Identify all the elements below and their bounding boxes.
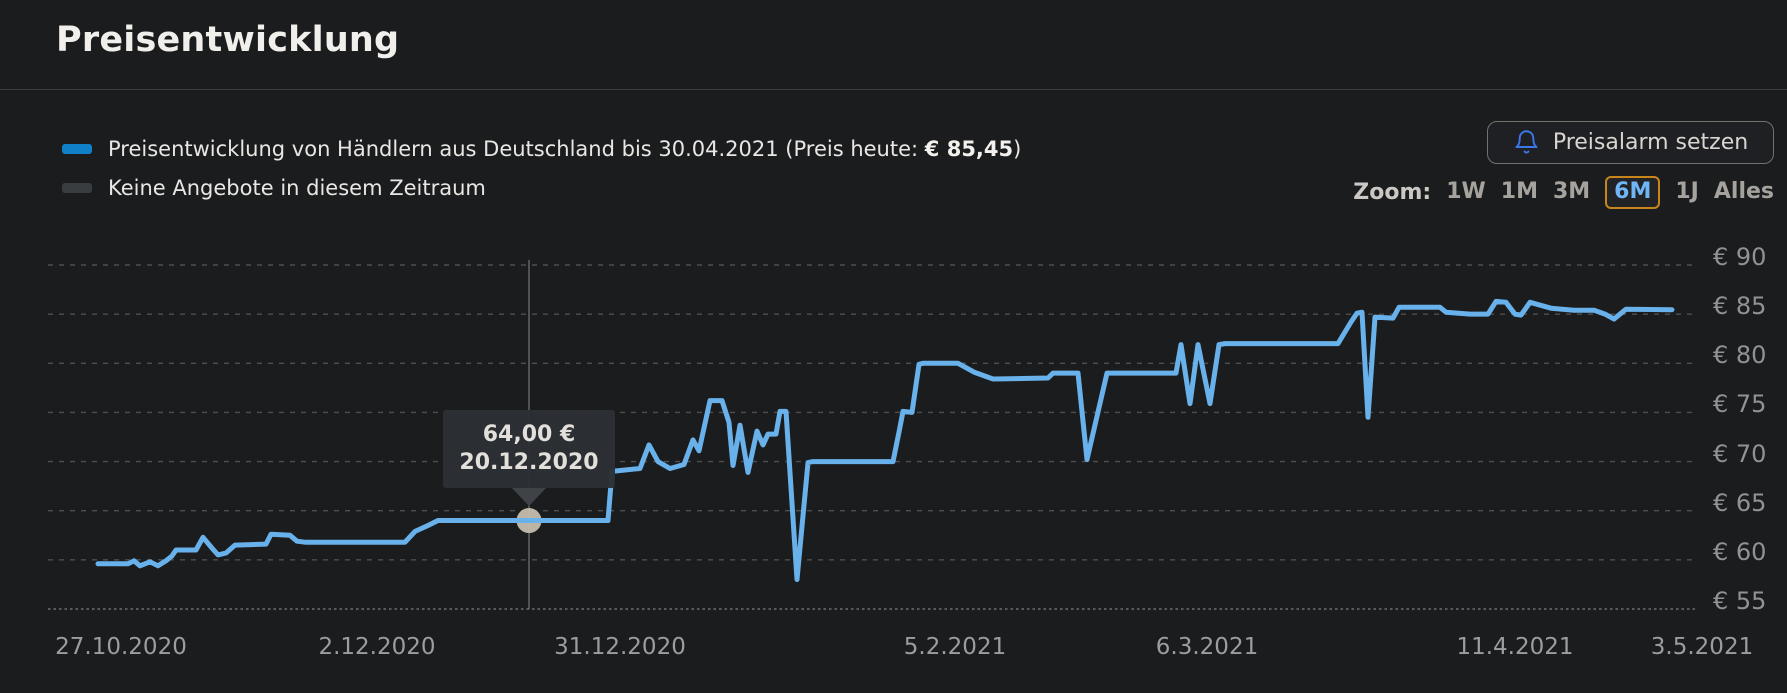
- tooltip-caret: [511, 486, 547, 506]
- x-tick-11.4.2021: 11.4.2021: [1456, 634, 1574, 660]
- zoom-option-1m[interactable]: 1M: [1500, 179, 1538, 204]
- y-tick-80: € 80: [1713, 341, 1767, 370]
- y-tick-70: € 70: [1713, 439, 1767, 468]
- y-tick-60: € 60: [1713, 537, 1767, 566]
- bell-icon: [1515, 130, 1538, 154]
- y-tick-55: € 55: [1713, 587, 1767, 615]
- y-tick-90: € 90: [1713, 243, 1767, 271]
- y-tick-85: € 85: [1713, 292, 1767, 321]
- x-tick-3.5.2021: 3.5.2021: [1650, 634, 1754, 660]
- zoom-option-1w[interactable]: 1W: [1446, 179, 1486, 204]
- x-tick-6.3.2021: 6.3.2021: [1155, 634, 1259, 660]
- header-divider: [0, 89, 1787, 90]
- y-tick-75: € 75: [1713, 390, 1767, 419]
- price-alarm-button[interactable]: Preisalarm setzen: [1487, 121, 1774, 164]
- legend-label-no-offers: Keine Angebote in diesem Zeitraum: [108, 175, 486, 200]
- zoom-option-1j[interactable]: 1J: [1675, 179, 1699, 204]
- tooltip-price: 64,00 €: [482, 421, 576, 447]
- chart-legend: Preisentwicklung von Händlern aus Deutsc…: [62, 134, 1021, 212]
- page-title: Preisentwicklung: [56, 20, 400, 60]
- x-tick-27.10.2020: 27.10.2020: [55, 634, 187, 660]
- y-tick-65: € 65: [1713, 488, 1767, 517]
- legend-item-price-series[interactable]: Preisentwicklung von Händlern aus Deutsc…: [62, 134, 1021, 163]
- zoom-label: Zoom:: [1353, 179, 1432, 205]
- legend-swatch-price-series: [62, 143, 92, 154]
- legend-item-no-offers[interactable]: Keine Angebote in diesem Zeitraum: [62, 173, 1021, 202]
- chart-tooltip: 64,00 € 20.12.2020: [443, 409, 615, 488]
- zoom-controls: Zoom: 1W 1M 3M 6M 1J Alles: [1280, 175, 1774, 209]
- zoom-option-3m[interactable]: 3M: [1552, 179, 1591, 204]
- x-tick-5.2.2021: 5.2.2021: [903, 634, 1007, 660]
- tooltip-date: 20.12.2020: [459, 450, 599, 476]
- zoom-option-alles[interactable]: Alles: [1713, 179, 1774, 204]
- price-alarm-label: Preisalarm setzen: [1552, 130, 1749, 155]
- legend-label-price-series: Preisentwicklung von Händlern aus Deutsc…: [108, 136, 1022, 161]
- x-tick-31.12.2020: 31.12.2020: [554, 634, 686, 660]
- zoom-option-6m[interactable]: 6M: [1605, 175, 1661, 209]
- legend-swatch-no-offers: [62, 182, 92, 193]
- x-tick-2.12.2020: 2.12.2020: [318, 634, 436, 660]
- price-line-series: [95, 298, 1675, 582]
- price-today-value: € 85,45: [924, 136, 1014, 161]
